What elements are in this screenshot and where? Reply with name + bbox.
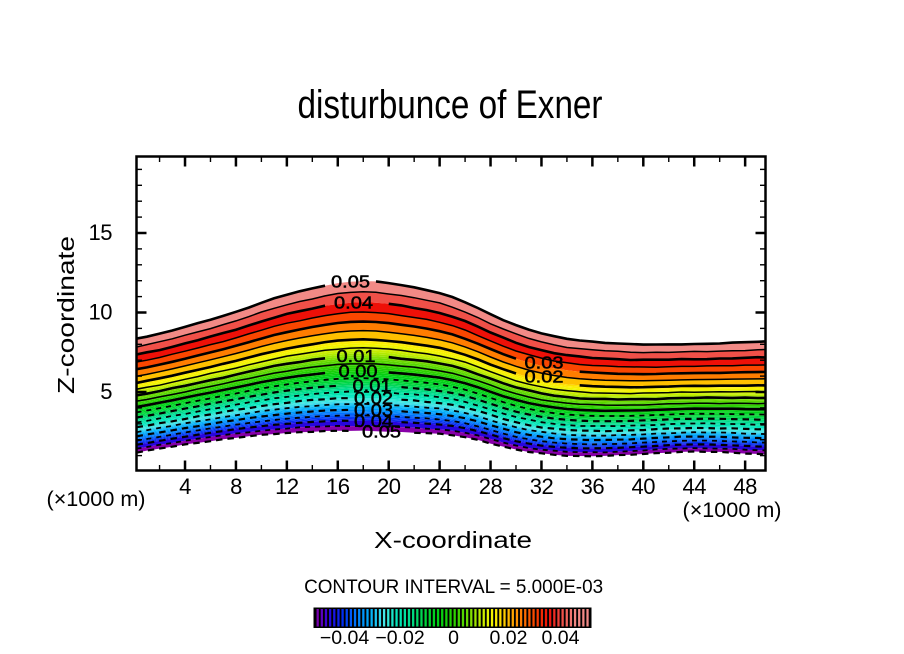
svg-text:0.02: 0.02 — [490, 627, 528, 649]
svg-text:0.02: 0.02 — [525, 367, 564, 387]
svg-text:0.05: 0.05 — [362, 422, 401, 442]
svg-text:0.03: 0.03 — [525, 352, 564, 372]
svg-text:12: 12 — [275, 474, 299, 499]
svg-text:0.04: 0.04 — [542, 627, 580, 649]
svg-text:0.01: 0.01 — [337, 346, 376, 366]
svg-text:44: 44 — [682, 474, 706, 499]
svg-text:4: 4 — [179, 474, 191, 499]
svg-text:20: 20 — [377, 474, 401, 499]
svg-text:0: 0 — [448, 627, 459, 649]
svg-text:15: 15 — [89, 220, 113, 245]
svg-text:0.02: 0.02 — [354, 388, 393, 408]
svg-text:X-coordinate: X-coordinate — [374, 527, 532, 553]
svg-text:Z-coordinate: Z-coordinate — [53, 236, 79, 394]
svg-text:0.04: 0.04 — [334, 293, 373, 313]
svg-text:16: 16 — [326, 474, 350, 499]
svg-text:(×1000 m): (×1000 m) — [683, 498, 782, 522]
svg-text:0.00: 0.00 — [339, 361, 378, 381]
svg-text:10: 10 — [89, 300, 113, 325]
svg-text:5: 5 — [100, 379, 112, 404]
svg-text:28: 28 — [479, 474, 503, 499]
svg-text:0.04: 0.04 — [354, 411, 393, 431]
svg-text:−0.02: −0.02 — [375, 627, 424, 649]
svg-text:0.03: 0.03 — [354, 400, 393, 420]
svg-text:40: 40 — [632, 474, 656, 499]
svg-text:disturbunce of Exner: disturbunce of Exner — [298, 83, 603, 127]
svg-text:48: 48 — [733, 474, 757, 499]
svg-text:0.01: 0.01 — [353, 375, 392, 395]
svg-text:−0.04: −0.04 — [320, 627, 369, 649]
svg-text:36: 36 — [581, 474, 605, 499]
svg-text:0.05: 0.05 — [331, 272, 370, 292]
svg-text:24: 24 — [428, 474, 452, 499]
svg-text:8: 8 — [230, 474, 242, 499]
svg-text:(×1000 m): (×1000 m) — [47, 487, 146, 511]
svg-text:32: 32 — [530, 474, 554, 499]
svg-text:CONTOUR INTERVAL = 5.000E-03: CONTOUR INTERVAL = 5.000E-03 — [304, 576, 603, 598]
